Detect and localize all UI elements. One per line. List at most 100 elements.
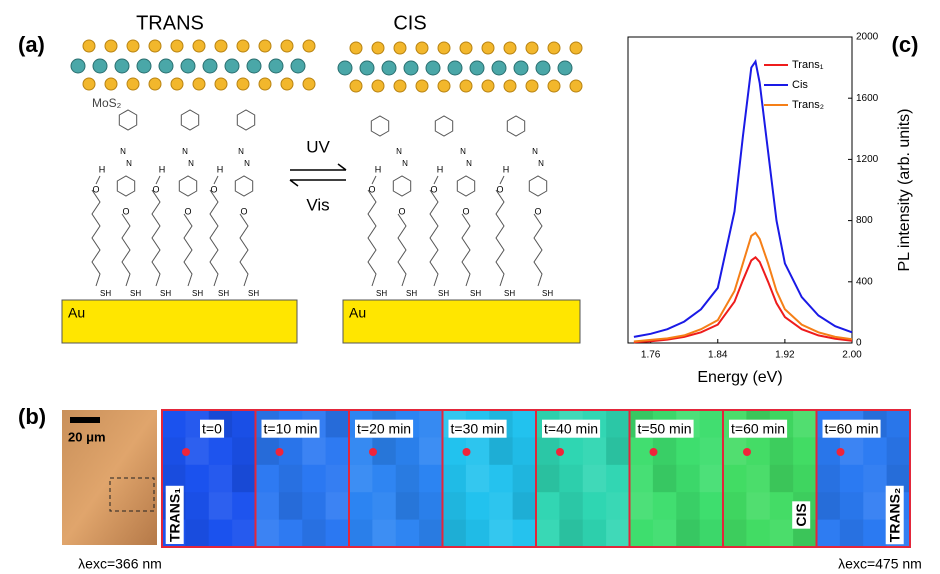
mo-atom: [360, 61, 374, 75]
pixel-shade: [419, 492, 443, 520]
mo-atom: [470, 61, 484, 75]
atom-label: N: [466, 159, 472, 168]
bond: [156, 176, 160, 184]
sulfur-atom: [303, 40, 315, 52]
time-label: t=0: [202, 421, 222, 437]
pixel-shade: [419, 410, 443, 438]
pixel-shade: [770, 437, 794, 465]
pixel-shade: [513, 437, 537, 465]
mo-atom: [269, 59, 283, 73]
sulfur-atom: [237, 40, 249, 52]
sulfur-atom: [548, 42, 560, 54]
phenyl-ring: [181, 110, 198, 130]
sulfur-atom: [570, 42, 582, 54]
atom-label: N: [532, 147, 538, 156]
pixel-shade: [653, 465, 677, 493]
phenyl-ring: [179, 176, 196, 196]
probe-spot: [276, 448, 284, 456]
phenyl-ring: [119, 110, 136, 130]
pixel-shade: [372, 492, 396, 520]
sulfur-atom: [460, 80, 472, 92]
alkyl-chain: [430, 190, 438, 286]
state-label: TRANS₂: [887, 488, 903, 542]
sulfur-atom: [394, 80, 406, 92]
pixel-shade: [279, 465, 303, 493]
pixel-shade: [489, 492, 513, 520]
bond: [214, 176, 218, 184]
au-substrate: [62, 300, 297, 343]
panel-label: (a): [18, 32, 45, 57]
pixel-shade: [840, 520, 864, 548]
bond: [372, 176, 376, 184]
pixel-shade: [606, 437, 630, 465]
pixel-shade: [302, 492, 326, 520]
y-tick-label: 800: [856, 215, 873, 226]
spectrum-line: [634, 233, 852, 342]
atom-label: O: [210, 184, 217, 194]
pixel-shade: [349, 520, 373, 548]
pixel-shade: [513, 520, 537, 548]
pixel-shade: [559, 520, 583, 548]
alkyl-chain: [122, 214, 130, 286]
thiol-label: SH: [192, 289, 203, 298]
sulfur-atom: [149, 78, 161, 90]
scale-label: 20 μm: [68, 429, 106, 444]
mo-atom: [159, 59, 173, 73]
atom-label: N: [244, 159, 250, 168]
atom-label: O: [430, 184, 437, 194]
mo-atom: [382, 61, 396, 75]
pixel-shade: [583, 520, 607, 548]
backward-label: Vis: [306, 195, 329, 214]
phenyl-ring: [117, 176, 134, 196]
alkyl-chain: [496, 190, 504, 286]
substrate-label: Au: [68, 305, 85, 321]
thiol-label: SH: [438, 289, 449, 298]
alkyl-chain: [152, 190, 160, 286]
mo-atom: [93, 59, 107, 73]
pixel-shade: [536, 520, 560, 548]
pixel-shade: [887, 437, 911, 465]
time-label: t=20 min: [357, 421, 411, 437]
legend-label: Trans₁: [792, 59, 824, 71]
state-label: CIS: [793, 503, 809, 526]
pixel-shade: [349, 465, 373, 493]
pixel-shade: [419, 520, 443, 548]
probe-spot: [743, 448, 751, 456]
sulfur-atom: [504, 42, 516, 54]
phenyl-ring: [371, 116, 388, 136]
sulfur-atom: [259, 40, 271, 52]
sulfur-atom: [127, 40, 139, 52]
sulfur-atom: [281, 40, 293, 52]
sulfur-atom: [416, 42, 428, 54]
y-tick-label: 0: [856, 338, 862, 349]
pixel-shade: [513, 492, 537, 520]
pixel-shade: [372, 520, 396, 548]
pixel-shade: [606, 520, 630, 548]
thiol-label: SH: [470, 289, 481, 298]
time-label: t=50 min: [638, 421, 692, 437]
pixel-shade: [279, 520, 303, 548]
sulfur-atom: [193, 40, 205, 52]
pixel-shade: [232, 465, 256, 493]
atom-label: O: [398, 206, 405, 216]
pixel-shade: [770, 465, 794, 493]
pixel-shade: [326, 437, 350, 465]
mo-atom: [448, 61, 462, 75]
pixel-shade: [630, 465, 654, 493]
thiol-label: SH: [248, 289, 259, 298]
thiol-label: SH: [376, 289, 387, 298]
atom-label: O: [92, 184, 99, 194]
sulfur-atom: [438, 80, 450, 92]
atom-label: N: [538, 159, 544, 168]
sulfur-atom: [215, 40, 227, 52]
pixel-shade: [653, 492, 677, 520]
time-label: t=60 min: [825, 421, 879, 437]
pixel-shade: [676, 520, 700, 548]
pixel-shade: [279, 492, 303, 520]
sulfur-atom: [83, 78, 95, 90]
mo-atom: [203, 59, 217, 73]
sulfur-atom: [149, 40, 161, 52]
pixel-shade: [817, 465, 841, 493]
pixel-shade: [232, 437, 256, 465]
pixel-shade: [326, 465, 350, 493]
